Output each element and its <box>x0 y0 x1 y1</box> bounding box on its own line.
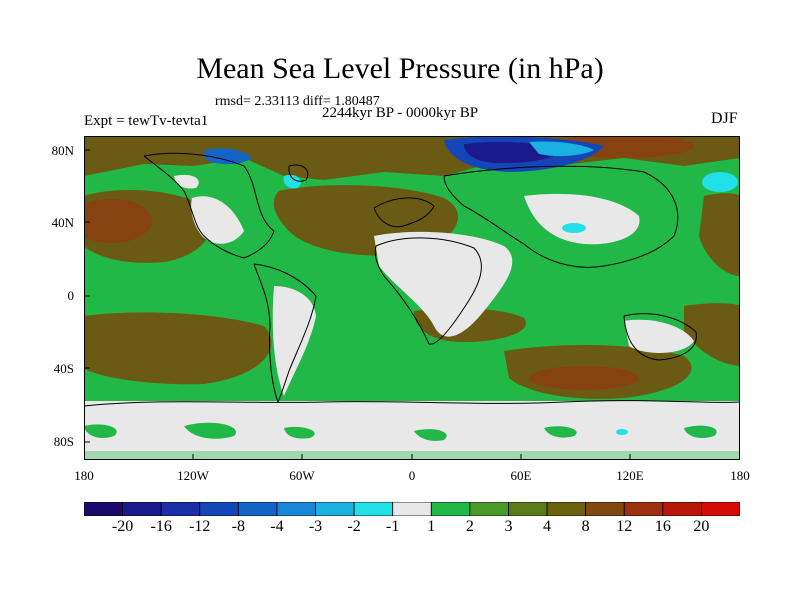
colorbar-label: 2 <box>465 518 474 535</box>
season-label: DJF <box>711 110 738 127</box>
lon-label-180w: 180 <box>74 468 94 483</box>
colorbar-swatch <box>546 502 587 516</box>
land-neutral-regions <box>84 174 740 460</box>
colorbar-swatch <box>662 502 702 516</box>
colorbar-swatch <box>237 502 278 516</box>
lat-label-0: 0 <box>67 288 75 303</box>
colorbar-swatch <box>623 502 664 516</box>
low-pressure-regions <box>204 136 738 435</box>
colorbar-swatch <box>160 502 201 516</box>
colorbar-swatch <box>392 502 432 516</box>
map-title: Mean Sea Level Pressure (in hPa) <box>196 52 604 85</box>
colorbar-label: -2 <box>347 518 361 535</box>
lon-label-0: 0 <box>408 468 416 483</box>
colorbar-label: -1 <box>386 518 400 535</box>
lon-label-60w: 60W <box>289 468 315 483</box>
colorbar-label: 12 <box>616 518 633 535</box>
colorbar-label: -4 <box>270 518 284 535</box>
lon-label-120w: 120W <box>177 468 209 483</box>
colorbar-swatch <box>122 502 162 516</box>
colorbar-swatch <box>84 502 123 516</box>
colorbar-label: -12 <box>189 518 211 535</box>
coastlines <box>84 152 740 407</box>
colorbar-swatch <box>353 502 394 516</box>
lon-label-120e: 120E <box>616 468 644 483</box>
colorbar-label: -8 <box>231 518 246 535</box>
colorbar-label: -16 <box>150 518 172 535</box>
colorbar-swatch <box>430 502 471 516</box>
stats-label: rmsd= 2.33113 diff= 1.80487 <box>215 94 380 109</box>
colorbar-swatch <box>585 502 625 516</box>
lat-label-40n: 40N <box>51 215 74 230</box>
colorbar-swatch <box>701 502 740 516</box>
colorbar-swatch <box>469 502 509 516</box>
colorbar-swatch <box>315 502 355 516</box>
colorbar-label: 3 <box>504 518 513 535</box>
colorbar-label: 16 <box>654 518 671 535</box>
colorbar-label: -20 <box>111 518 134 535</box>
colorbar-label: -3 <box>308 518 323 535</box>
lat-label-80s: 80S <box>53 434 74 449</box>
lon-label-180e: 180 <box>730 468 750 483</box>
colorbar <box>84 502 740 516</box>
period-label: 2244kyr BP - 0000kyr BP <box>322 105 479 121</box>
lon-label-60e: 60E <box>510 468 532 483</box>
map-ticks <box>84 149 631 460</box>
colorbar-swatch <box>276 502 316 516</box>
colorbar-label: 8 <box>581 518 590 535</box>
experiment-label: Expt = tewTv-tevta1 <box>84 113 209 129</box>
colorbar-swatch <box>199 502 239 516</box>
lat-label-80n: 80N <box>51 143 74 158</box>
colorbar-swatch <box>508 502 548 516</box>
colorbar-label: 20 <box>693 518 710 535</box>
colorbar-label: 1 <box>427 518 436 535</box>
pressure-map <box>84 136 740 460</box>
lat-label-40s: 40S <box>53 361 74 376</box>
colorbar-label: 4 <box>543 518 552 535</box>
